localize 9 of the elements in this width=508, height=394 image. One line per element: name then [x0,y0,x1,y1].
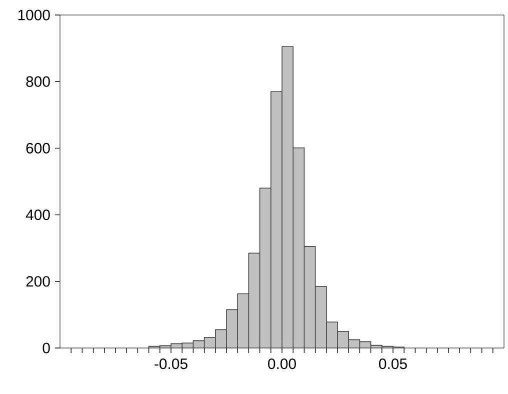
x-tick-label: 0.05 [379,358,407,370]
x-tick-label: -0.05 [154,358,188,370]
y-tick-label: 0 [42,342,50,354]
x-tick-label: 0.00 [268,358,296,370]
y-tick-label: 600 [26,142,50,154]
y-tick-label: 800 [26,76,50,87]
y-tick-label: 400 [26,210,50,220]
y-tick-label: 200 [26,276,50,287]
y-tick-label: 1000 [18,10,50,20]
